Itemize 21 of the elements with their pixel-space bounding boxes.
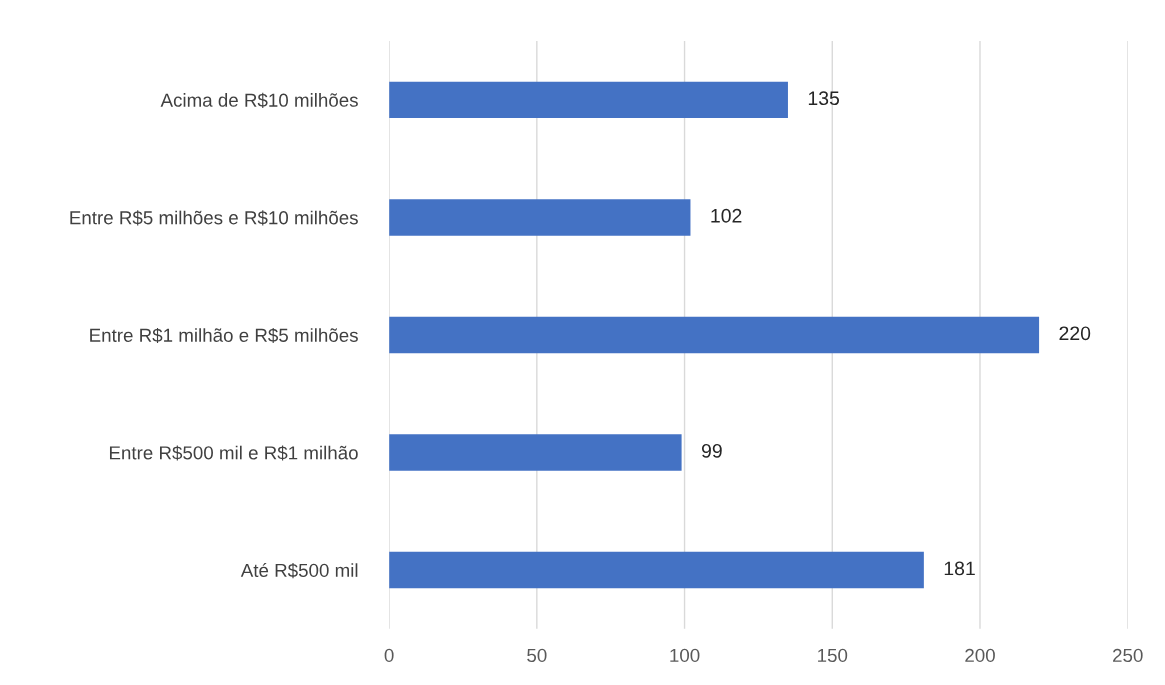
y-tick-label: Acima de R$10 milhões	[160, 92, 358, 108]
bar	[389, 316, 1040, 354]
data-label: 181	[944, 561, 975, 576]
data-label: 102	[711, 208, 742, 223]
x-tick-label: 150	[818, 648, 848, 663]
y-tick-label: Entre R$5 milhões e R$10 milhões	[70, 210, 358, 226]
bar	[389, 81, 788, 119]
bar	[389, 551, 924, 589]
data-label: 220	[1059, 326, 1091, 341]
bar	[389, 199, 691, 236]
x-tick-label: 100	[670, 648, 700, 663]
x-tick-label: 50	[527, 648, 547, 663]
bar	[389, 434, 682, 471]
y-tick-label: Até R$500 mil	[240, 562, 358, 579]
x-tick-label: 0	[384, 648, 394, 663]
data-label: 135	[808, 91, 840, 106]
data-label: 99	[701, 443, 722, 458]
x-tick-label: 200	[965, 648, 995, 663]
x-tick-label: 250	[1113, 648, 1143, 663]
y-tick-label: Entre R$1 milhão e R$5 milhões	[90, 327, 358, 344]
y-tick-label: Entre R$500 mil e R$1 milhão	[109, 445, 358, 461]
